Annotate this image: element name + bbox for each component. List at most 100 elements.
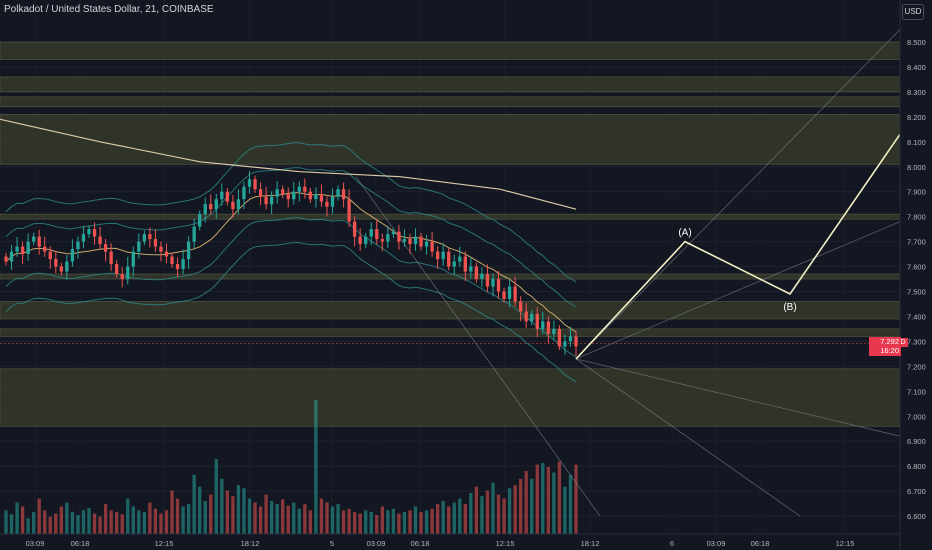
candle-body (469, 266, 473, 272)
bar-countdown: 16:20 (880, 346, 899, 355)
volume-bar (126, 498, 130, 534)
candle-body (98, 236, 102, 245)
candle-body (347, 199, 351, 222)
candle-body (491, 279, 495, 287)
volume-bar (474, 486, 479, 534)
volume-bar (269, 500, 274, 534)
candle-body (159, 246, 163, 252)
volume-bar (142, 511, 147, 534)
y-tick-label: 7.900 (907, 188, 926, 197)
candle-body (430, 241, 434, 252)
volume-bar (424, 510, 429, 534)
x-tick-label: 5 (330, 539, 334, 548)
price-axis[interactable]: 8.500 8.400 8.300 8.200 8.100 8.000 7.900 7.800… (907, 38, 926, 521)
moving-average (5, 192, 577, 333)
candle-body (297, 186, 301, 192)
candle-body (164, 251, 169, 257)
candle-body (319, 194, 324, 202)
volume-bar (286, 505, 290, 534)
volume-bar (175, 498, 180, 534)
volume-bar (308, 510, 313, 534)
last-price-tag: 7.292 16:20 (869, 337, 901, 356)
candle-body (148, 234, 152, 240)
candle-body (435, 251, 440, 260)
candle-body (541, 321, 545, 329)
candle-body (568, 336, 573, 342)
candle-body (364, 236, 368, 245)
x-tick-label: 03:09 (26, 539, 45, 548)
candle-body (76, 241, 80, 250)
candle-body (54, 259, 58, 267)
volume-bar (364, 510, 368, 534)
candle-body (4, 256, 8, 262)
candle-body (458, 256, 462, 262)
candle-body (535, 313, 539, 329)
candle-body (386, 234, 390, 242)
wave-projection[interactable]: (A) (B) (575, 133, 901, 360)
zone (0, 328, 901, 337)
volume-bar (358, 513, 362, 534)
candle-body (81, 234, 86, 242)
time-axis[interactable]: 03:09 06:18 12:15 18:12 5 03:09 06:18 12:15 18:1… (26, 539, 855, 548)
currency-button[interactable]: USD (902, 4, 924, 20)
volume-bar (430, 508, 434, 534)
volume-bar (170, 490, 174, 534)
volume-bar (574, 464, 578, 534)
volume-bar (452, 502, 456, 534)
volume-bar (303, 504, 307, 534)
volume-bar (48, 516, 52, 534)
candle-body (242, 186, 246, 200)
y-tick-label: 7.800 (907, 213, 926, 222)
candle-body (15, 246, 19, 252)
volume-bar (319, 498, 324, 534)
volume-bar (203, 500, 207, 534)
volume-bar (469, 493, 473, 534)
volume-bar (164, 510, 169, 534)
volume-bar (519, 478, 523, 534)
volume-bar (292, 502, 296, 534)
volume-bar (231, 496, 235, 534)
volume-bar (198, 486, 202, 534)
y-tick-label: 7.300 (907, 337, 926, 346)
y-tick-label: 7.200 (907, 362, 926, 371)
volume-bar (15, 502, 19, 534)
candle-body (341, 189, 346, 200)
volume-bar (153, 508, 158, 534)
bollinger-band (5, 217, 577, 358)
candle-body (142, 234, 147, 242)
volume-bar (397, 513, 401, 534)
y-tick-label: 7.500 (907, 288, 926, 297)
candle-body (303, 186, 307, 192)
volume-bar (32, 511, 36, 534)
candle-body (419, 236, 423, 247)
volume-bar (70, 511, 75, 534)
candle-body (441, 251, 445, 260)
candle-body (408, 239, 412, 245)
volume-bar (181, 506, 185, 534)
candle-body (214, 199, 218, 210)
candle-body (452, 261, 456, 267)
support-resistance-zones (0, 41, 901, 427)
volume-bar (552, 472, 556, 534)
candle-body (358, 236, 362, 245)
volume-bar (341, 510, 346, 534)
candle-body (314, 194, 318, 200)
trend-line (575, 221, 901, 360)
volume-bar (148, 502, 152, 534)
candle-body (546, 321, 550, 334)
x-tick-label: 03:09 (367, 539, 386, 548)
candle-body (175, 264, 180, 270)
candle-body (26, 241, 30, 255)
candle-body (131, 251, 135, 267)
volume-bar (297, 508, 301, 534)
volume-bar (4, 510, 8, 534)
candle-body (286, 194, 290, 200)
candle-body (137, 241, 141, 252)
volume-bar (413, 506, 418, 534)
volume-bar (352, 511, 357, 534)
volume-bar (380, 506, 384, 534)
volume-bar (530, 478, 534, 534)
volume-bar (214, 459, 218, 534)
y-tick-label: 8.100 (907, 138, 926, 147)
